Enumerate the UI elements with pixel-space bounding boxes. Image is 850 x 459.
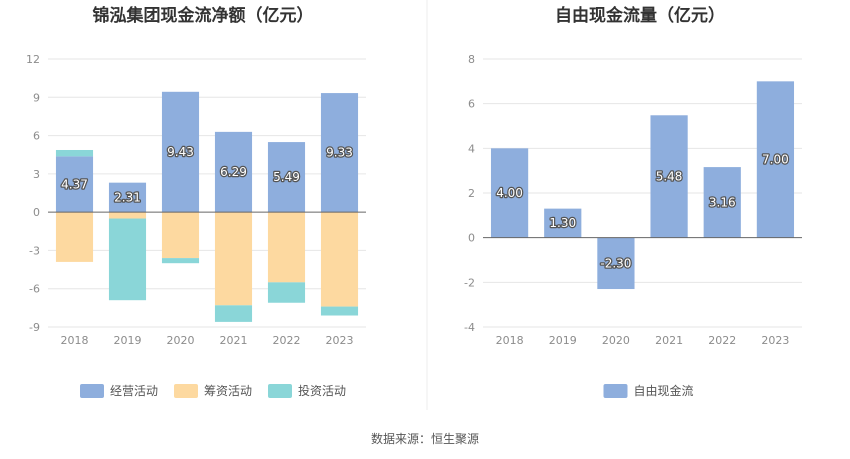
y-tick-label: 12 — [26, 53, 40, 66]
bar — [320, 212, 359, 307]
y-tick-label: -3 — [29, 244, 40, 257]
y-tick-label: 3 — [33, 168, 40, 181]
bar — [161, 91, 200, 213]
legend-item[interactable]: 自由现金流 — [603, 383, 694, 398]
chart-title: 锦泓集团现金流净额（亿元） — [93, 5, 314, 26]
bar — [55, 149, 94, 157]
chart-title: 自由现金流量（亿元） — [555, 5, 725, 26]
legend-swatch — [268, 384, 292, 398]
data-label: 7.00 — [762, 153, 789, 167]
bar — [108, 212, 147, 219]
y-tick-label: 8 — [468, 53, 475, 66]
legend-swatch — [80, 384, 104, 398]
y-tick-label: 2 — [468, 187, 475, 200]
source-note: 数据来源：恒生聚源 — [371, 431, 479, 446]
bar — [320, 306, 359, 316]
legend-label: 经营活动 — [110, 384, 158, 398]
bar — [544, 208, 582, 238]
x-tick-label: 2020 — [602, 334, 630, 347]
legend-swatch — [174, 384, 198, 398]
y-tick-label: -4 — [464, 321, 475, 334]
data-label: 9.33 — [326, 146, 353, 160]
bar — [214, 131, 253, 213]
bar — [108, 182, 147, 213]
bar — [267, 212, 306, 283]
bar — [703, 167, 741, 238]
legend-item[interactable]: 投资活动 — [268, 383, 346, 398]
bar — [161, 212, 200, 259]
x-tick-label: 2023 — [326, 334, 354, 347]
bar — [55, 212, 94, 262]
bar — [267, 282, 306, 303]
bar — [55, 156, 94, 213]
bar — [108, 218, 147, 301]
y-tick-label: 0 — [33, 206, 40, 219]
legend-label: 筹资活动 — [204, 384, 252, 398]
x-tick-label: 2021 — [220, 334, 248, 347]
x-tick-label: 2018 — [496, 334, 524, 347]
data-label: 5.49 — [273, 170, 300, 184]
y-tick-label: 4 — [468, 142, 475, 155]
x-tick-label: 2022 — [708, 334, 736, 347]
bar — [490, 148, 529, 238]
x-tick-label: 2019 — [114, 334, 142, 347]
bar — [756, 81, 795, 238]
cashflow-chart: 锦泓集团现金流净额（亿元） -9 -6 -3 0 3 6 9 12 2018 2019 2020 202… — [26, 5, 366, 398]
legend-label: 自由现金流 — [634, 383, 694, 398]
y-tick-label: -2 — [464, 276, 475, 289]
bar — [214, 305, 253, 322]
bar — [650, 115, 688, 238]
data-label: 5.48 — [656, 169, 683, 183]
data-label: 6.29 — [220, 165, 247, 179]
bar — [214, 212, 253, 306]
data-label: 4.37 — [61, 177, 88, 191]
y-tick-label: -6 — [29, 283, 40, 296]
y-tick-label: 0 — [468, 232, 475, 245]
y-tick-label: 6 — [468, 98, 475, 111]
data-label: -2.30 — [600, 256, 631, 270]
legend-label: 投资活动 — [298, 383, 346, 398]
bar — [161, 258, 200, 264]
bar — [267, 142, 306, 213]
legend-swatch — [603, 384, 628, 398]
legend-item[interactable]: 经营活动 — [80, 384, 158, 398]
data-label: 1.30 — [549, 216, 576, 230]
legend-item[interactable]: 筹资活动 — [174, 384, 252, 398]
bar — [320, 93, 359, 213]
x-tick-label: 2020 — [167, 334, 195, 347]
x-tick-label: 2019 — [549, 334, 577, 347]
data-label: 3.16 — [709, 195, 736, 209]
bar — [597, 237, 635, 290]
x-tick-label: 2023 — [761, 334, 789, 347]
y-tick-label: -9 — [29, 321, 40, 334]
free-cashflow-chart: 自由现金流量（亿元） -4 -2 0 2 4 6 8 2018 2019 2020 2021 2022 2… — [464, 5, 802, 398]
y-tick-label: 9 — [33, 91, 40, 104]
x-tick-label: 2022 — [273, 334, 301, 347]
y-tick-label: 6 — [33, 130, 40, 143]
data-label: 4.00 — [496, 186, 523, 200]
data-label: 2.31 — [114, 190, 141, 204]
x-tick-label: 2021 — [655, 334, 683, 347]
x-tick-label: 2018 — [61, 334, 89, 347]
data-label: 9.43 — [167, 145, 194, 159]
